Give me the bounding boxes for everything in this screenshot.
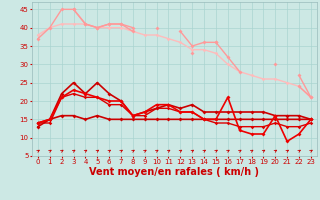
X-axis label: Vent moyen/en rafales ( km/h ): Vent moyen/en rafales ( km/h ) <box>89 167 260 177</box>
